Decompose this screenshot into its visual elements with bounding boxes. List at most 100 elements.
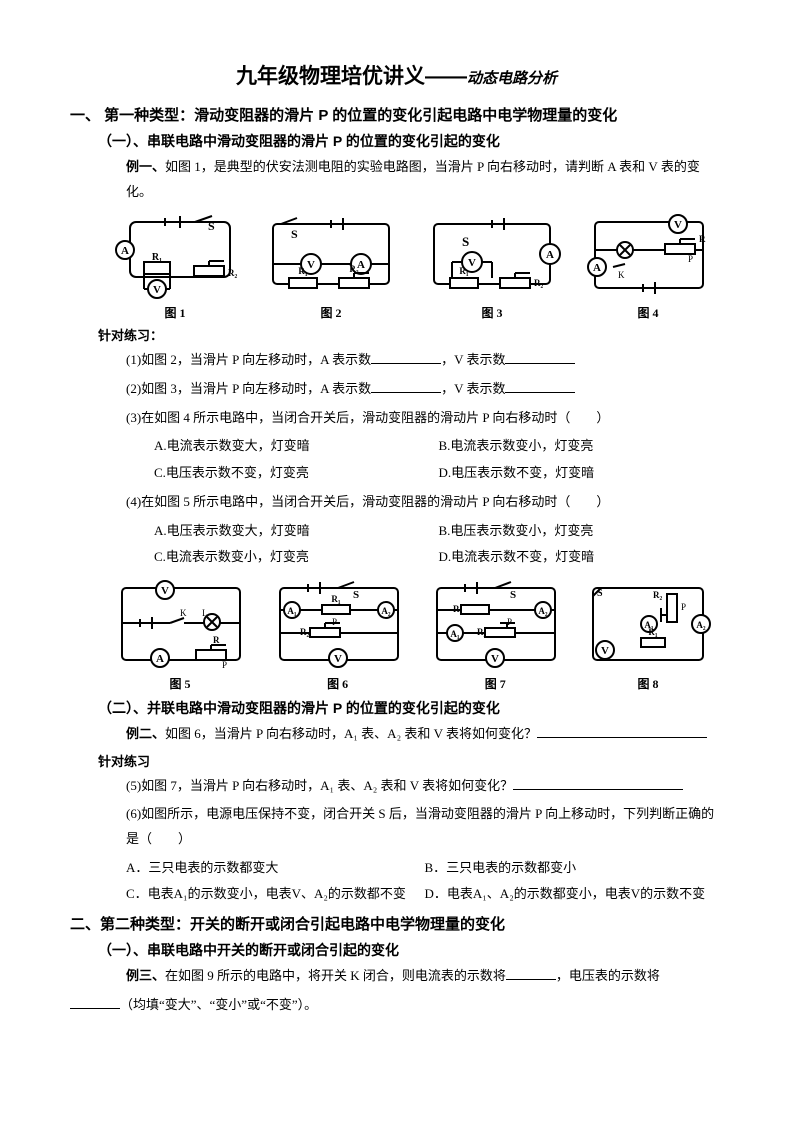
figure-3-label: 图 3 [422, 304, 562, 321]
q6: (6)如图所示，电源电压保持不变，闭合开关 S 后，当滑动变阻器的滑片 P 向上… [126, 802, 723, 851]
figure-4: V A RP K 图 4 [583, 212, 713, 321]
figure-1: A R₁ R₂ V S 图 1 [110, 212, 240, 321]
example2-text: 如图 6，当滑片 P 向右移动时，A₁ 表、A₂ 表和 V 表将如何变化？ [165, 726, 537, 741]
figure-4-label: 图 4 [583, 304, 713, 321]
example1-label: 例一、 [126, 159, 165, 174]
svg-text:P: P [332, 617, 337, 627]
example3: 例三、在如图 9 所示的电路中，将开关 K 闭合，则电流表的示数将，电压表的示数… [126, 964, 723, 989]
blank [537, 724, 707, 738]
svg-text:A: A [546, 249, 554, 261]
q6-opt-b: B．三只电表的示数都变小 [425, 856, 724, 881]
page-title: 九年级物理培优讲义——动态电路分析 [70, 60, 723, 90]
example3-a: 在如图 9 所示的电路中，将开关 K 闭合，则电流表的示数将 [165, 968, 506, 983]
svg-text:A₂: A₂ [696, 620, 705, 630]
q6-opt-a: A．三只电表的示数都变大 [126, 856, 425, 881]
figure-row-2: V K L A RP 图 5 S A₁ R₁ A₂ R₂ P V [110, 578, 713, 692]
practice2-heading: 针对练习 [98, 751, 723, 770]
q3-options: A.电流表示数变大，灯变暗 B.电流表示数变小，灯变亮 [154, 434, 723, 459]
q3-opt-b: B.电流表示数变小，灯变亮 [439, 434, 724, 459]
blank [506, 966, 556, 980]
svg-text:R₂: R₂ [534, 278, 543, 288]
section1-heading: 一、 第一种类型：滑动变阻器的滑片 P 的位置的变化引起电路中电学物理量的变化 [70, 104, 723, 125]
q1: (1)如图 2，当滑片 P 向左移动时，A 表示数，V 表示数 [126, 348, 723, 373]
svg-text:A₁: A₁ [287, 606, 296, 616]
blank [505, 379, 575, 393]
q4-opt-a: A.电压表示数变大，灯变暗 [154, 519, 439, 544]
title-main: 九年级物理培优讲义—— [236, 65, 467, 88]
section2-sub1: （一）、串联电路中开关的断开或闭合引起的变化 [98, 940, 723, 960]
svg-text:R₂: R₂ [653, 590, 662, 600]
q4-opt-b: B.电压表示数变小，灯变亮 [439, 519, 724, 544]
title-sub: 动态电路分析 [467, 71, 557, 87]
q4-options: A.电压表示数变大，灯变暗 B.电压表示数变小，灯变亮 [154, 519, 723, 544]
svg-text:R₁: R₁ [648, 627, 657, 637]
svg-text:V: V [307, 259, 315, 271]
figure-8-label: 图 8 [583, 675, 713, 692]
figure-2-label: 图 2 [261, 304, 401, 321]
figure-7-label: 图 7 [425, 675, 565, 692]
svg-text:A: A [593, 262, 601, 274]
example1-text: 如图 1，是典型的伏安法测电阻的实验电路图，当滑片 P 向右移动时，请判断 A … [126, 159, 700, 199]
q4-opt-d: D.电流表示数不变，灯变暗 [439, 545, 724, 570]
svg-text:S: S [291, 227, 298, 241]
svg-text:P: P [688, 254, 693, 264]
svg-text:A₂: A₂ [539, 606, 548, 616]
svg-text:S: S [462, 234, 469, 249]
figure-5: V K L A RP 图 5 [110, 578, 250, 692]
figure-5-label: 图 5 [110, 675, 250, 692]
q2: (2)如图 3，当滑片 P 向左移动时，A 表示数，V 表示数 [126, 377, 723, 402]
svg-text:R₁: R₁ [331, 594, 340, 604]
svg-text:V: V [334, 653, 342, 665]
q4-options2: C.电流表示数变小，灯变亮 D.电流表示数不变，灯变暗 [154, 545, 723, 570]
svg-text:P: P [681, 602, 686, 612]
section1-sub2: （二）、并联电路中滑动变阻器的滑片 P 的位置的变化引起的变化 [98, 698, 723, 718]
q6-options2: C．电表A₁的示数变小，电表V、A₂的示数都不变 D．电表A₁、A₂的示数都变小… [126, 882, 723, 907]
example2-label: 例二、 [126, 726, 165, 741]
svg-text:V: V [161, 585, 169, 597]
q3-opt-d: D.电压表示数不变，灯变暗 [439, 461, 724, 486]
svg-text:R: R [213, 635, 220, 645]
svg-text:V: V [601, 645, 609, 657]
figure-row-1: A R₁ R₂ V S 图 1 S V A R₁ R₂ 图 2 [110, 212, 713, 321]
svg-text:K: K [618, 270, 625, 280]
svg-text:L: L [202, 608, 208, 618]
example2: 例二、如图 6，当滑片 P 向右移动时，A₁ 表、A₂ 表和 V 表将如何变化？ [126, 722, 723, 747]
q4: (4)在如图 5 所示电路中，当闭合开关后，滑动变阻器的滑动片 P 向右移动时（… [126, 490, 723, 515]
section2-heading: 二、第二种类型：开关的断开或闭合引起电路中电学物理量的变化 [70, 913, 723, 934]
svg-text:V: V [491, 653, 499, 665]
blank [371, 350, 441, 364]
figure-1-label: 图 1 [110, 304, 240, 321]
q3-options2: C.电压表示数不变，灯变亮 D.电压表示数不变，灯变暗 [154, 461, 723, 486]
q3-opt-a: A.电流表示数变大，灯变暗 [154, 434, 439, 459]
example3-c: （均填“变大”、“变小”或“不变”）。 [120, 997, 317, 1012]
section1-sub1: （一）、串联电路中滑动变阻器的滑片 P 的位置的变化引起的变化 [98, 131, 723, 151]
svg-text:S: S [510, 589, 516, 601]
figure-2: S V A R₁ R₂ 图 2 [261, 212, 401, 321]
svg-text:A₁: A₁ [451, 629, 460, 639]
svg-text:P: P [507, 617, 512, 627]
svg-text:R₂: R₂ [349, 264, 358, 274]
example1: 例一、如图 1，是典型的伏安法测电阻的实验电路图，当滑片 P 向右移动时，请判断… [126, 155, 723, 204]
q3: (3)在如图 4 所示电路中，当闭合开关后，滑动变阻器的滑动片 P 向右移动时（… [126, 406, 723, 431]
svg-text:R₁: R₁ [298, 266, 307, 276]
q6-opt-c: C．电表A₁的示数变小，电表V、A₂的示数都不变 [126, 882, 425, 907]
svg-text:R₁: R₁ [152, 252, 162, 263]
figure-6-label: 图 6 [268, 675, 408, 692]
blank [505, 350, 575, 364]
svg-text:V: V [153, 284, 161, 296]
blank [70, 994, 120, 1008]
blank [513, 775, 683, 789]
q3-opt-c: C.电压表示数不变，灯变亮 [154, 461, 439, 486]
example3-label: 例三、 [126, 968, 165, 983]
q4-opt-c: C.电流表示数变小，灯变亮 [154, 545, 439, 570]
blank [371, 379, 441, 393]
figure-8: S R₂P A₁ A₂ V R₁ 图 8 [583, 578, 713, 692]
svg-text:R₁: R₁ [459, 266, 468, 276]
svg-text:V: V [468, 257, 476, 269]
svg-text:R: R [699, 234, 706, 244]
practice1-heading: 针对练习： [98, 325, 723, 344]
svg-text:A: A [121, 245, 129, 257]
figure-3: S A V R₁ R₂ 图 3 [422, 212, 562, 321]
svg-text:V: V [674, 219, 682, 231]
svg-text:S: S [353, 589, 359, 601]
